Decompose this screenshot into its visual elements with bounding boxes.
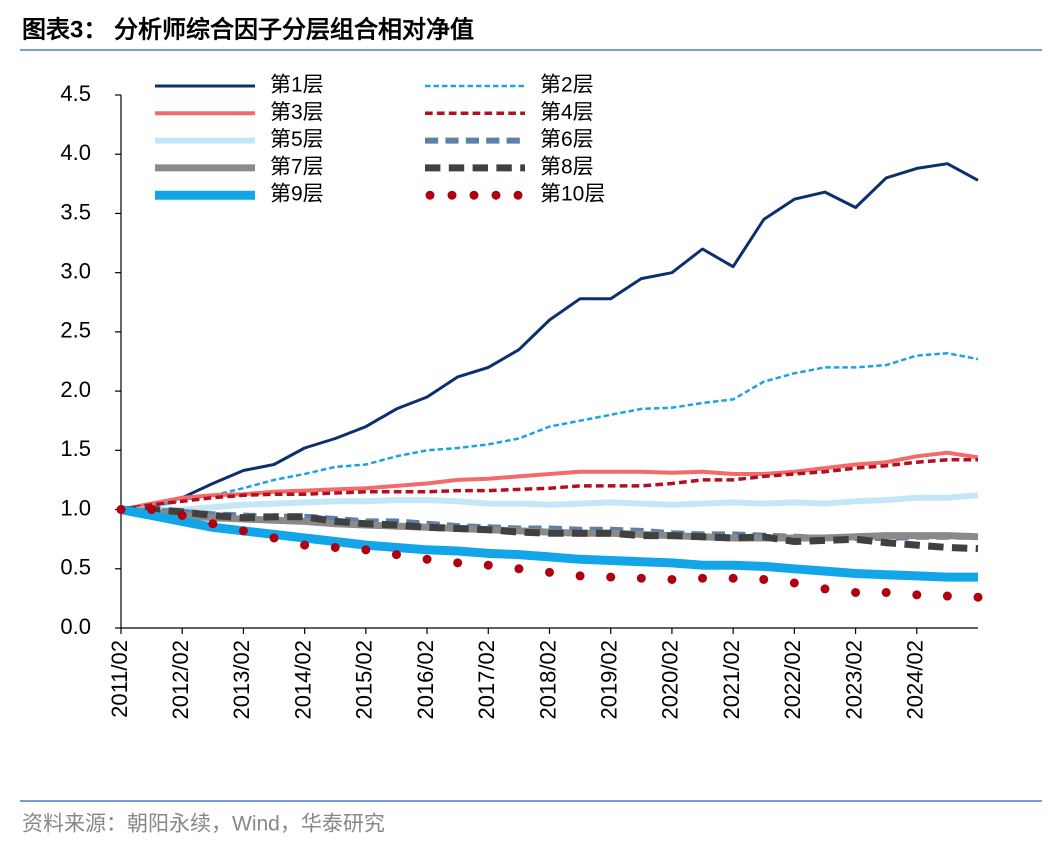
data-point	[208, 519, 218, 529]
data-point	[912, 590, 922, 600]
x-tick-label: 2015/02	[352, 640, 377, 720]
x-tick-label: 2018/02	[535, 640, 560, 720]
x-tick-label: 2020/02	[658, 640, 683, 720]
data-point	[177, 510, 187, 520]
x-tick-label: 2016/02	[413, 640, 438, 720]
y-tick-label: 0.0	[60, 614, 91, 639]
data-point	[698, 573, 708, 583]
x-tick-label: 2012/02	[168, 640, 193, 720]
y-tick-label: 2.0	[60, 377, 91, 402]
data-point	[667, 574, 677, 584]
data-point	[330, 542, 340, 552]
data-point	[545, 567, 554, 577]
data-point	[238, 526, 248, 536]
data-point	[789, 578, 799, 588]
source-note: 资料来源：朝阳永续，Wind，华泰研究	[22, 813, 385, 836]
legend-swatch	[469, 190, 479, 200]
legend-label: 第3层	[270, 101, 324, 124]
data-point	[820, 584, 830, 594]
data-point	[514, 564, 524, 574]
y-tick-label: 3.0	[60, 258, 91, 283]
series-line	[120, 458, 978, 512]
data-point	[942, 591, 952, 601]
legend-swatch	[513, 190, 523, 200]
y-tick-label: 2.5	[60, 318, 91, 343]
x-tick-label: 2014/02	[290, 640, 315, 720]
x-tick-label: 2013/02	[229, 640, 254, 720]
y-tick-label: 0.5	[60, 555, 91, 580]
data-point	[453, 558, 463, 568]
legend-swatch	[491, 190, 501, 200]
legend-label: 第1层	[270, 74, 324, 97]
legend-swatch	[447, 190, 457, 200]
data-point	[269, 533, 279, 543]
data-point	[636, 573, 646, 583]
y-tick-label: 3.5	[60, 199, 91, 224]
y-tick-label: 1.5	[60, 436, 91, 461]
x-tick-label: 2022/02	[780, 640, 805, 720]
y-tick-label: 1.0	[60, 495, 91, 520]
series-line	[121, 506, 979, 553]
x-tick-label: 2021/02	[719, 640, 744, 720]
data-point	[116, 505, 126, 515]
data-point	[759, 574, 769, 584]
data-point	[361, 545, 371, 555]
y-tick-label: 4.5	[60, 81, 91, 106]
x-tick-label: 2019/02	[597, 640, 622, 720]
data-point	[851, 587, 861, 597]
data-point	[300, 540, 310, 550]
legend-label: 第7层	[270, 155, 324, 178]
x-tick-label: 2017/02	[474, 640, 499, 720]
legend-label: 第2层	[540, 74, 594, 97]
legend-label: 第10层	[540, 183, 605, 206]
legend-swatch	[425, 190, 435, 200]
x-tick-label: 2024/02	[903, 640, 928, 720]
data-point	[728, 573, 738, 583]
y-tick-label: 4.0	[60, 140, 91, 165]
series-line	[120, 505, 978, 582]
series-line	[120, 162, 979, 512]
data-point	[881, 587, 891, 597]
chart-title: 图表3： 分析师综合因子分层组合相对净值	[22, 15, 474, 43]
data-point	[422, 554, 432, 564]
legend-label: 第6层	[540, 128, 594, 151]
data-point	[147, 505, 157, 515]
legend-label: 第9层	[270, 183, 324, 206]
data-point	[606, 572, 616, 582]
series-line	[120, 450, 979, 512]
x-tick-label: 2011/02	[107, 640, 132, 718]
series-line	[121, 492, 979, 513]
x-tick-label: 2023/02	[841, 640, 866, 720]
legend-label: 第8层	[540, 155, 594, 178]
data-point	[483, 560, 493, 570]
legend-label: 第4层	[540, 101, 594, 124]
data-point	[391, 550, 401, 560]
series-line	[120, 351, 979, 511]
legend-label: 第5层	[270, 128, 324, 151]
data-point	[973, 592, 983, 602]
data-point	[575, 571, 585, 581]
